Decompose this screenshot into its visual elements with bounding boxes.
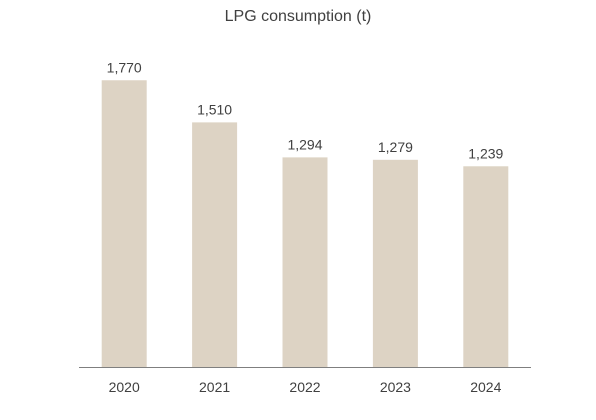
- bar-2024: [463, 166, 509, 367]
- chart-title: LPG consumption (t): [225, 8, 372, 25]
- x-tick-labels-group: 2020 2021 2022 2023 2024: [109, 379, 502, 395]
- bar-2020: [101, 80, 147, 367]
- bar-2021: [192, 122, 238, 367]
- data-labels-group: 1,770 1,510 1,294 1,279 1,239: [107, 59, 504, 161]
- bar-2023: [372, 159, 418, 367]
- data-label-2022: 1,294: [287, 136, 322, 152]
- x-tick-label-2020: 2020: [109, 379, 140, 395]
- x-tick-label-2023: 2023: [380, 379, 411, 395]
- data-label-2020: 1,770: [107, 59, 142, 75]
- data-label-2023: 1,279: [378, 139, 413, 155]
- x-tick-label-2021: 2021: [199, 379, 230, 395]
- x-tick-label-2022: 2022: [289, 379, 320, 395]
- data-label-2024: 1,239: [468, 145, 503, 161]
- bars-group: [101, 80, 509, 367]
- data-label-2021: 1,510: [197, 101, 232, 117]
- bar-2022: [282, 157, 328, 367]
- x-tick-label-2024: 2024: [470, 379, 501, 395]
